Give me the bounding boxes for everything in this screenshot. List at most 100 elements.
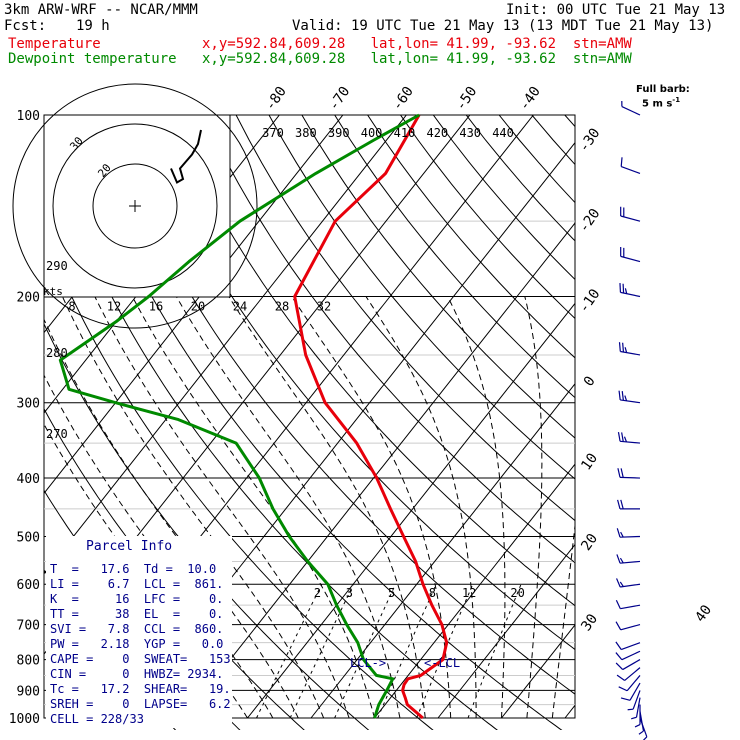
isotherm-line: [183, 222, 575, 719]
parcel-row: CIN = 0 HWBZ= 2934.: [50, 667, 224, 681]
parcel-row: K = 16 LFC = 0.: [50, 592, 224, 606]
mixing-ratio-line: [467, 584, 522, 719]
wind-barb: [616, 528, 641, 538]
wind-barb-flag: [623, 436, 628, 443]
parcel-row: SVI = 7.8 CCL = 860.: [50, 622, 224, 636]
wind-barb-staff: [635, 697, 641, 718]
model-title: 3km ARW-WRF -- NCAR/MMM: [4, 2, 198, 18]
wind-barb-staff: [620, 560, 641, 564]
wind-barb: [617, 468, 641, 479]
wind-barb-staff: [620, 440, 641, 444]
dry-adiabat-line: [531, 115, 575, 166]
init-time: Init: 00 UTC Tue 21 May 13: [506, 2, 726, 18]
mixing-ratio-label: 5: [388, 586, 395, 600]
wind-barb: [617, 499, 640, 510]
pressure-tick-label: 400: [17, 472, 40, 487]
parcel-row: Tc = 17.2 SHEAR= 19.: [50, 682, 231, 696]
wind-barb-flag: [615, 662, 624, 670]
mixing-ratio-line: [377, 584, 437, 719]
wind-barb-flag: [616, 578, 621, 588]
temperature-tick-label: 40: [692, 602, 715, 625]
theta-label: 430: [459, 126, 481, 140]
temperature-tick-label: 20: [578, 531, 601, 554]
wind-barb-staff: [620, 350, 641, 356]
barb-legend-unit: 5 m s: [642, 98, 673, 110]
temperature-tick-label: -10: [576, 286, 604, 316]
valid-time: Valid: 19 UTC Tue 21 May 13 (13 MDT Tue …: [292, 18, 714, 34]
theta-label: 370: [262, 126, 284, 140]
temperature-profile: [293, 114, 449, 720]
parcel-row: T = 17.6 Td = 10.0: [50, 562, 217, 576]
temperature-legend: Temperature: [8, 36, 101, 52]
moist-adiabat-line: [291, 296, 452, 719]
barb-legend: Full barb: 5 m s-1: [636, 84, 690, 109]
wind-barb-flag: [620, 468, 624, 478]
hodograph-ring: [92, 163, 178, 249]
wind-barb-flag: [618, 390, 621, 400]
wind-barb: [619, 283, 641, 298]
forecast-hour: 19 h: [76, 18, 110, 34]
wind-barb: [620, 157, 641, 175]
mixing-ratio-line: [334, 583, 397, 719]
isotherm-line: [247, 302, 575, 719]
theta-label: 400: [361, 126, 383, 140]
parcel-row: SREH = 0 LAPSE= 6.2: [50, 697, 231, 711]
wind-barb-staff: [621, 166, 641, 175]
wind-barb-flag: [620, 499, 624, 510]
theta-left-label: 290: [46, 259, 68, 273]
isotherm-line: [374, 463, 575, 719]
moist-adiabat-line: [61, 296, 325, 719]
pressure-tick-label: 300: [17, 397, 40, 412]
dewpoint-legend: Dewpoint temperature: [8, 51, 177, 67]
sounding-profiles: [58, 113, 449, 720]
wind-barb: [616, 667, 641, 681]
wind-barb-staff: [621, 650, 641, 661]
pressure-tick-label: 700: [17, 619, 40, 634]
wind-barbs: [615, 100, 648, 740]
mixing-ratio-label: 3: [346, 586, 353, 600]
dry-adiabat-line: [235, 115, 575, 522]
pressure-tick-label: 200: [17, 291, 40, 306]
mixing-ratio-label: 2: [314, 586, 321, 600]
isotherm-line: [629, 115, 740, 718]
moist-adiabat-line: [228, 296, 426, 719]
wind-barb: [620, 682, 641, 701]
wind-barb-staff: [626, 675, 641, 692]
wind-barb-flag: [620, 157, 623, 167]
wind-barb-flag: [624, 288, 628, 294]
dry-adiabat-line: [301, 115, 575, 439]
pressure-tick-label: 600: [17, 578, 40, 593]
wind-barb-staff: [622, 659, 641, 671]
wind-barb: [627, 690, 641, 711]
isotherm-line: [501, 624, 575, 719]
temperature-tick-label: -70: [326, 84, 354, 114]
temperature-tick-label: 0: [581, 373, 599, 389]
mixing-ratio-label: 20: [510, 586, 524, 600]
wind-barb-flag: [620, 531, 624, 538]
hodograph-speed-label: 20: [191, 300, 205, 314]
wind-barb-flag: [621, 391, 624, 401]
mixing-ratio-label: 8: [429, 586, 436, 600]
dry-adiabat-line: [44, 231, 434, 730]
dry-adiabat-line: [465, 115, 575, 242]
hodograph-ring: [52, 123, 218, 289]
wind-barb: [616, 554, 641, 564]
isotherm-line: [44, 115, 344, 495]
moist-adiabat-line: [524, 296, 543, 719]
parcel-row: CELL = 228/33: [50, 712, 144, 726]
temperature-location: x,y=592.84,609.28 lat,lon= 41.99, -93.62…: [202, 36, 632, 52]
wind-barb: [620, 206, 641, 222]
parcel-row: PW = 2.18 YGP = 0.0: [50, 637, 224, 651]
parcel-row: LI = 6.7 LCL = 861.: [50, 577, 224, 591]
wind-barb-flag: [620, 697, 631, 701]
wind-barb-staff: [620, 604, 641, 610]
parcel-row: TT = 38 EL = 0.: [50, 607, 224, 621]
wind-barb-flag: [621, 432, 624, 442]
mixing-ratio-label: 12: [462, 586, 476, 600]
pressure-tick-label: 1000: [9, 712, 40, 727]
dry-adiabat-line: [606, 87, 740, 730]
dry-adiabat-line: [564, 115, 575, 128]
wind-barb: [634, 704, 641, 728]
theta-label: 440: [492, 126, 514, 140]
dry-adiabat-line: [136, 115, 575, 651]
